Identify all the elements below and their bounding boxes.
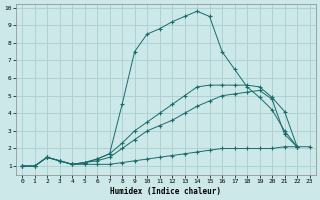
X-axis label: Humidex (Indice chaleur): Humidex (Indice chaleur) [110,187,221,196]
